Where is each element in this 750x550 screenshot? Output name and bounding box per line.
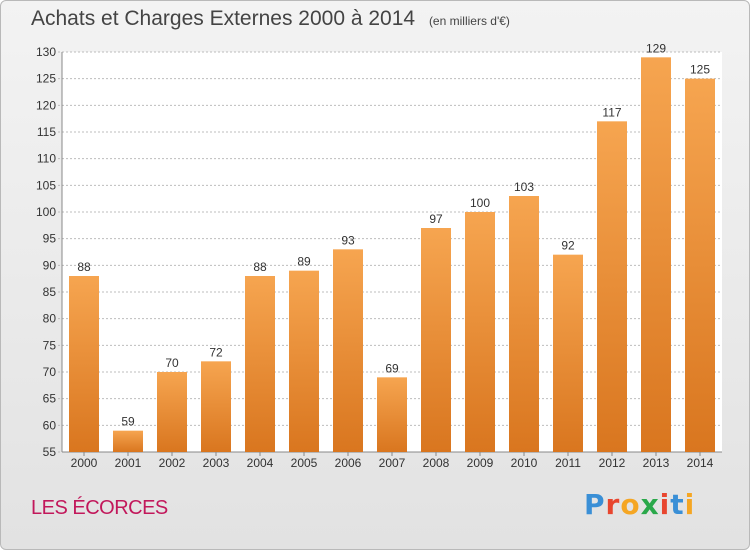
y-tick-label: 125 <box>36 72 56 86</box>
bar-value-label: 69 <box>385 361 399 375</box>
bar <box>245 276 275 452</box>
bar <box>553 254 583 452</box>
bar-value-label: 100 <box>470 196 490 210</box>
y-tick-label: 65 <box>43 392 57 406</box>
x-tick-label: 2000 <box>71 456 98 470</box>
y-tick-label: 130 <box>36 45 56 59</box>
y-tick-label: 80 <box>43 312 57 326</box>
bar <box>465 212 495 452</box>
chart-title: Achats et Charges Externes 2000 à 2014 (… <box>31 7 510 31</box>
x-tick-label: 2012 <box>599 456 626 470</box>
x-tick-label: 2006 <box>335 456 362 470</box>
logo-letter: i <box>659 488 671 521</box>
bar <box>641 57 671 452</box>
bar-value-label: 93 <box>341 233 355 247</box>
bar <box>509 196 539 452</box>
y-tick-label: 90 <box>43 258 57 272</box>
logo-letter: x <box>640 488 660 521</box>
x-tick-label: 2002 <box>159 456 186 470</box>
y-tick-label: 70 <box>43 365 57 379</box>
bar-value-label: 125 <box>690 63 710 77</box>
bar-value-label: 97 <box>429 212 443 226</box>
x-tick-label: 2013 <box>643 456 670 470</box>
x-tick-label: 2009 <box>467 456 494 470</box>
bar <box>201 361 231 452</box>
bar-value-label: 59 <box>121 415 135 429</box>
bar <box>289 270 319 452</box>
x-tick-label: 2007 <box>379 456 406 470</box>
x-tick-label: 2005 <box>291 456 318 470</box>
bar <box>69 276 99 452</box>
bar-value-label: 70 <box>165 356 179 370</box>
x-tick-label: 2010 <box>511 456 538 470</box>
bar-value-label: 103 <box>514 180 534 194</box>
y-tick-label: 95 <box>43 232 57 246</box>
bar <box>421 228 451 452</box>
logo-letter: o <box>620 488 641 521</box>
bar-value-label: 117 <box>602 105 621 119</box>
x-tick-label: 2008 <box>423 456 450 470</box>
chart-title-text: Achats et Charges Externes 2000 à 2014 <box>31 7 416 30</box>
bar <box>377 377 407 452</box>
x-tick-label: 2001 <box>115 456 142 470</box>
logo-letter: P <box>584 488 606 521</box>
bar-value-label: 72 <box>209 345 223 359</box>
x-tick-label: 2011 <box>555 456 581 470</box>
y-tick-label: 85 <box>43 285 57 299</box>
bar-value-label: 129 <box>646 41 666 55</box>
bar <box>685 78 715 453</box>
x-tick-label: 2004 <box>247 456 274 470</box>
bar-value-label: 88 <box>77 260 91 274</box>
bar <box>333 249 363 452</box>
chart-unit-note: (en milliers d'€) <box>428 14 510 28</box>
logo-letter: t <box>670 488 685 521</box>
bar-value-label: 89 <box>297 255 311 269</box>
y-tick-label: 105 <box>36 178 56 192</box>
bar <box>157 372 187 452</box>
x-tick-label: 2014 <box>687 456 714 470</box>
bar-value-label: 92 <box>561 239 575 253</box>
y-tick-label: 100 <box>36 205 56 219</box>
bar-value-label: 88 <box>253 260 267 274</box>
logo-letter: i <box>684 488 696 521</box>
bar <box>113 430 143 452</box>
x-tick-label: 2003 <box>203 456 230 470</box>
y-tick-label: 55 <box>43 445 57 459</box>
proxiti-logo: Proxiti <box>584 488 695 521</box>
place-name: LES ÉCORCES <box>31 497 168 519</box>
logo-letter: r <box>605 488 621 521</box>
y-tick-label: 115 <box>37 125 56 139</box>
bar <box>597 121 627 452</box>
y-tick-label: 120 <box>36 98 56 112</box>
y-tick-label: 60 <box>43 418 57 432</box>
y-tick-label: 110 <box>37 152 56 166</box>
y-tick-label: 75 <box>43 338 57 352</box>
